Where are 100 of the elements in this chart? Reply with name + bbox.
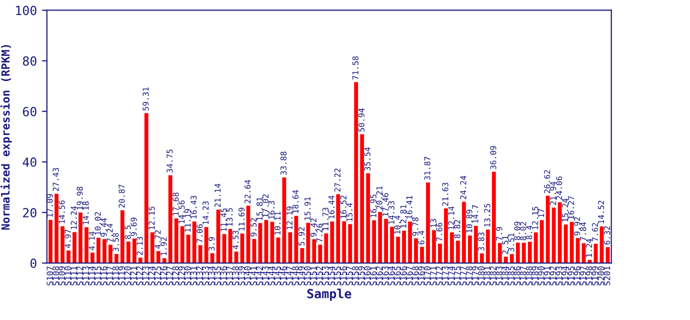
x-tick-label: S200 <box>598 266 604 286</box>
data-label: 9.69 <box>130 218 137 236</box>
data-label: 16.43 <box>190 196 197 219</box>
bar <box>312 239 316 264</box>
data-label: 16.41 <box>406 196 412 219</box>
x-tick-label: S133 <box>202 266 209 286</box>
x-tick-label: S164 <box>388 266 394 286</box>
x-tick-label: S140 <box>244 266 251 286</box>
x-tick-label: S146 <box>280 266 287 286</box>
data-label: 1.92 <box>160 237 167 256</box>
bar <box>522 242 526 264</box>
x-tick-label: S162 <box>376 266 382 286</box>
data-label: 21.14 <box>214 184 221 207</box>
data-label: 21.63 <box>442 182 448 206</box>
bar <box>288 232 292 264</box>
x-tick-label: S181 <box>484 266 490 286</box>
x-tick-label: S120 <box>124 266 131 286</box>
data-label: 16.95 <box>370 194 376 218</box>
x-tick-label: S130 <box>184 266 191 286</box>
bar <box>324 233 328 264</box>
bar <box>516 242 520 264</box>
data-label: 17 <box>538 208 544 218</box>
bar <box>132 238 136 264</box>
bar <box>282 177 286 264</box>
x-tick-label: S174 <box>448 266 454 286</box>
x-tick-label: S111 <box>70 266 77 286</box>
x-tick-label: S135 <box>214 266 221 286</box>
x-tick-label: S142 <box>256 266 263 286</box>
data-label: 16.52 <box>340 196 346 218</box>
bar <box>192 222 196 264</box>
bar <box>114 254 118 264</box>
x-tick-label: S134 <box>208 266 215 286</box>
bar <box>462 202 466 264</box>
bar <box>72 232 76 264</box>
data-label: 13.25 <box>484 204 490 227</box>
x-tick-label: S114 <box>88 266 95 286</box>
data-label: 7.84 <box>580 222 586 241</box>
bar <box>60 226 64 264</box>
data-label: 7.66 <box>436 222 442 242</box>
data-label: 59.31 <box>142 87 149 111</box>
y-tick-label: 60 <box>22 106 36 116</box>
data-label: 10.4 <box>394 216 400 234</box>
data-label: 15.91 <box>304 197 311 220</box>
data-label: 9.52 <box>250 218 257 236</box>
x-tick-label: S121 <box>130 266 137 286</box>
x-tick-label: S150 <box>304 266 311 286</box>
bar <box>330 221 334 264</box>
x-tick-label: S153 <box>322 266 329 286</box>
bar <box>96 238 100 264</box>
bar <box>186 234 190 264</box>
bar <box>444 208 448 264</box>
data-label: 7.24 <box>106 224 113 242</box>
data-label: 12.14 <box>448 206 454 230</box>
data-label: 15.24 <box>562 198 568 222</box>
x-tick-label: S163 <box>382 266 388 286</box>
x-tick-label: S192 <box>550 266 556 286</box>
bar <box>66 250 70 264</box>
bar <box>420 246 424 264</box>
data-label: 7.9 <box>496 227 502 240</box>
bar <box>552 208 556 264</box>
bar <box>144 113 148 264</box>
data-label: 18.64 <box>292 190 299 213</box>
x-tick-label: S197 <box>580 266 586 286</box>
data-label: 8.09 <box>514 222 520 240</box>
data-label: 14.56 <box>58 200 65 224</box>
data-label: 16.27 <box>568 196 574 219</box>
bar <box>348 224 352 264</box>
data-label: 11.45 <box>220 208 227 232</box>
data-label: 9.78 <box>412 217 418 236</box>
x-tick-label: S178 <box>466 266 472 286</box>
x-tick-label: S139 <box>238 266 245 286</box>
x-tick-label: S141 <box>250 266 257 286</box>
data-label: 15.81 <box>256 197 263 220</box>
bar <box>48 220 52 264</box>
bar <box>492 172 496 264</box>
data-label: 10.11 <box>274 212 281 234</box>
x-tick-label: S137 <box>226 266 233 286</box>
bar <box>366 173 370 264</box>
data-label: 17.02 <box>262 194 269 218</box>
data-label: 6.32 <box>604 226 610 245</box>
x-tick-label: S138 <box>232 266 239 286</box>
x-tick-label: S115 <box>94 266 101 286</box>
data-label: 2.13 <box>136 236 143 256</box>
bar <box>300 248 304 264</box>
x-tick-label: S173 <box>442 266 448 286</box>
data-label: 14.33 <box>388 201 394 224</box>
data-label: 12.81 <box>400 204 406 228</box>
data-label: 22.64 <box>244 180 251 204</box>
data-label: 8.82 <box>454 220 460 238</box>
bar <box>390 226 394 264</box>
bar <box>168 175 172 264</box>
data-label: 8.5 <box>124 226 131 240</box>
data-label: 12.19 <box>286 206 293 230</box>
bar <box>510 254 514 264</box>
data-label: 33.88 <box>280 152 287 175</box>
x-tick-label: S183 <box>496 266 502 286</box>
bar <box>534 232 538 264</box>
bar <box>120 210 124 264</box>
bar <box>198 245 202 264</box>
bar <box>174 218 178 264</box>
